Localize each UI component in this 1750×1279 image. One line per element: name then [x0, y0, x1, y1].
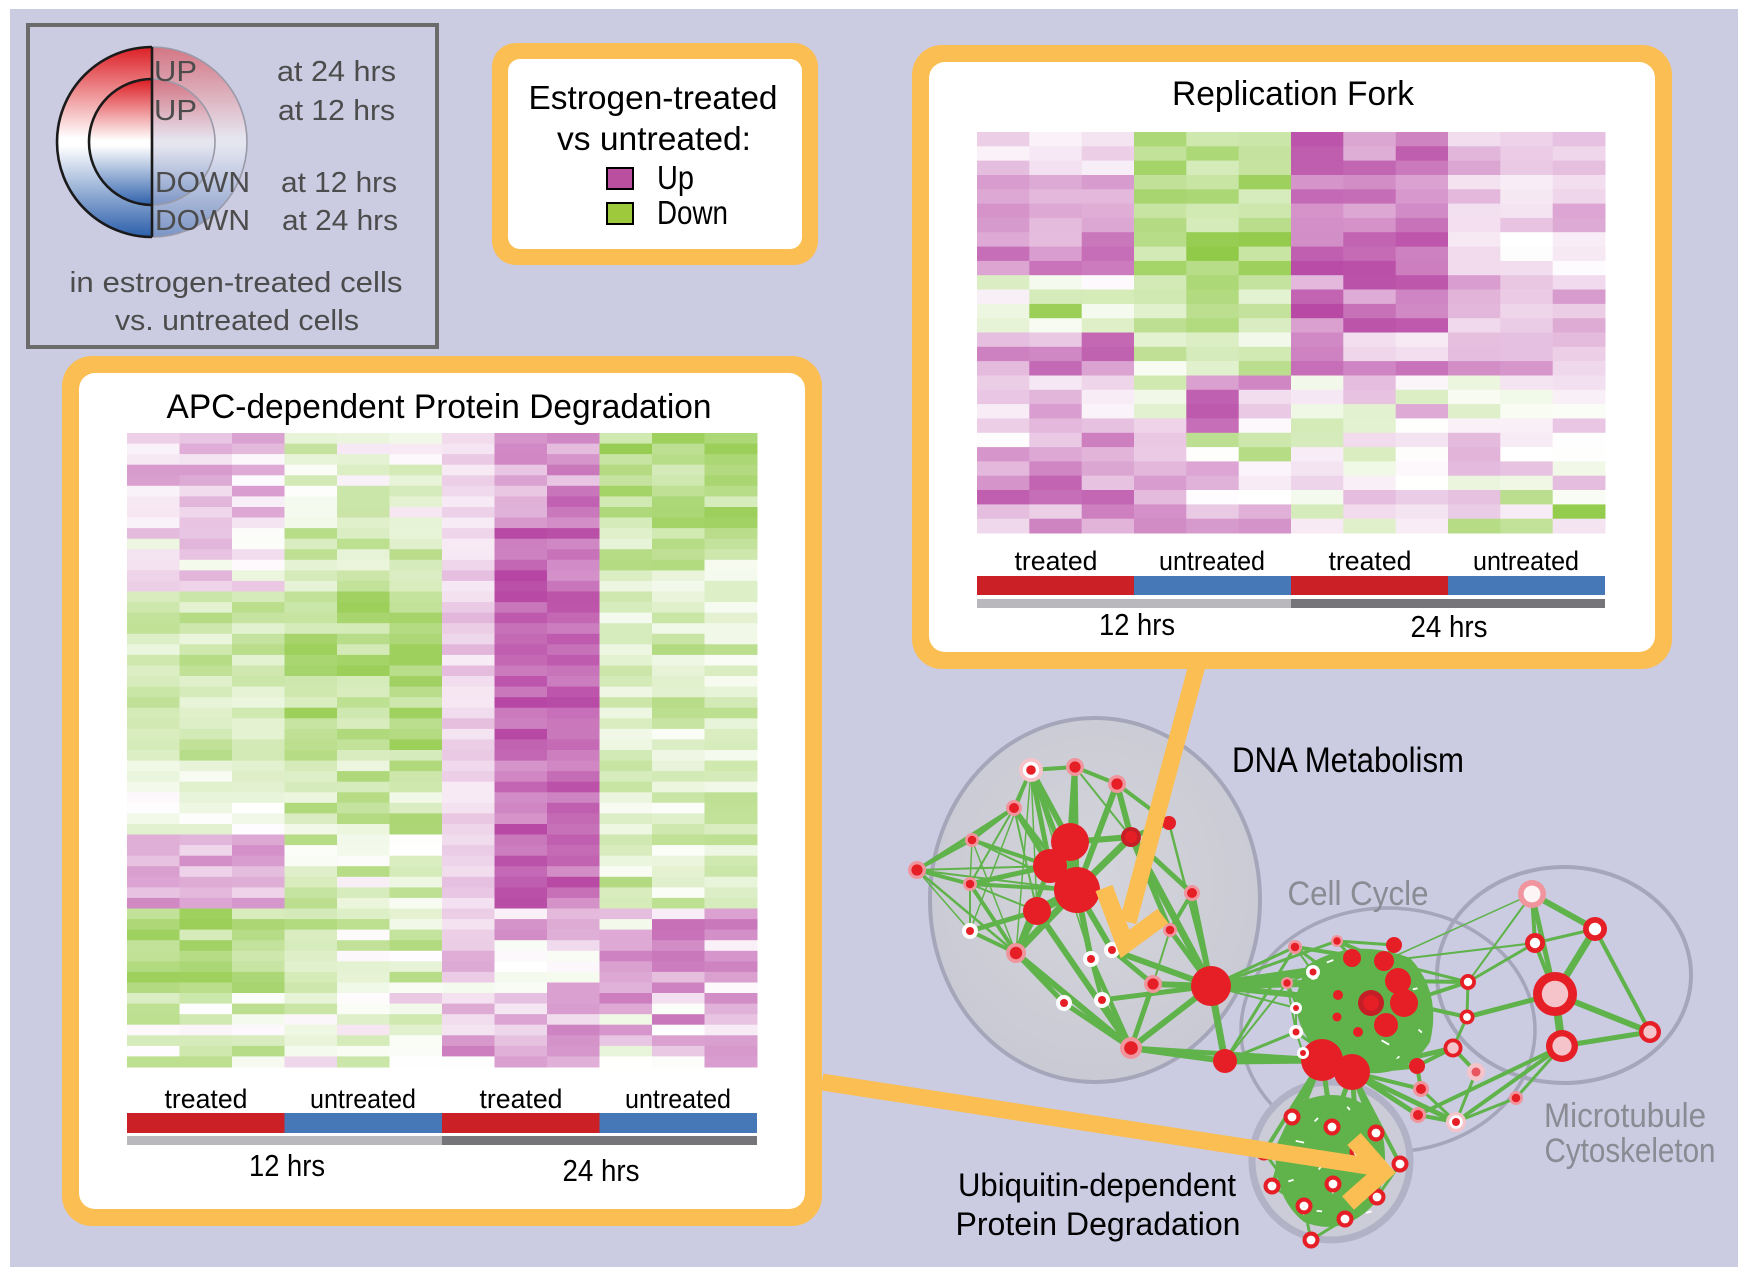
svg-text:Estrogen-treated: Estrogen-treated — [529, 79, 778, 116]
svg-text:DOWN: DOWN — [155, 167, 250, 199]
svg-text:DNA Metabolism: DNA Metabolism — [1232, 741, 1464, 780]
svg-text:DOWN: DOWN — [155, 205, 250, 237]
svg-text:Cell Cycle: Cell Cycle — [1288, 875, 1429, 913]
svg-text:at 24 hrs: at 24 hrs — [282, 205, 398, 237]
svg-text:in estrogen-treated cells: in estrogen-treated cells — [70, 267, 403, 299]
svg-text:24 hrs: 24 hrs — [1411, 609, 1488, 644]
svg-text:24 hrs: 24 hrs — [563, 1153, 640, 1188]
svg-text:UP: UP — [154, 95, 197, 127]
svg-text:vs. untreated cells: vs. untreated cells — [115, 305, 359, 337]
svg-text:untreated: untreated — [625, 1084, 731, 1114]
svg-text:Up: Up — [657, 159, 694, 196]
svg-text:APC-dependent Protein Degradat: APC-dependent Protein Degradation — [167, 388, 712, 426]
svg-text:treated: treated — [1015, 546, 1098, 576]
svg-text:untreated: untreated — [1473, 546, 1579, 576]
svg-text:Microtubule: Microtubule — [1544, 1097, 1706, 1135]
svg-text:at 24 hrs: at 24 hrs — [277, 56, 396, 88]
svg-text:UP: UP — [154, 56, 197, 88]
svg-text:12 hrs: 12 hrs — [249, 1148, 325, 1183]
svg-text:Protein Degradation: Protein Degradation — [956, 1206, 1241, 1242]
svg-text:at 12 hrs: at 12 hrs — [281, 167, 397, 199]
svg-text:Replication Fork: Replication Fork — [1172, 75, 1415, 113]
svg-text:untreated: untreated — [1159, 546, 1265, 576]
svg-text:untreated: untreated — [310, 1084, 416, 1114]
svg-text:treated: treated — [480, 1084, 563, 1114]
svg-text:Cytoskeleton: Cytoskeleton — [1545, 1132, 1716, 1170]
svg-text:Ubiquitin-dependent: Ubiquitin-dependent — [958, 1167, 1236, 1203]
svg-text:treated: treated — [1329, 546, 1412, 576]
svg-text:at 12 hrs: at 12 hrs — [278, 95, 395, 127]
svg-text:Down: Down — [657, 194, 728, 231]
svg-text:vs untreated:: vs untreated: — [557, 120, 751, 157]
svg-text:12 hrs: 12 hrs — [1099, 607, 1175, 642]
svg-text:treated: treated — [165, 1084, 248, 1114]
